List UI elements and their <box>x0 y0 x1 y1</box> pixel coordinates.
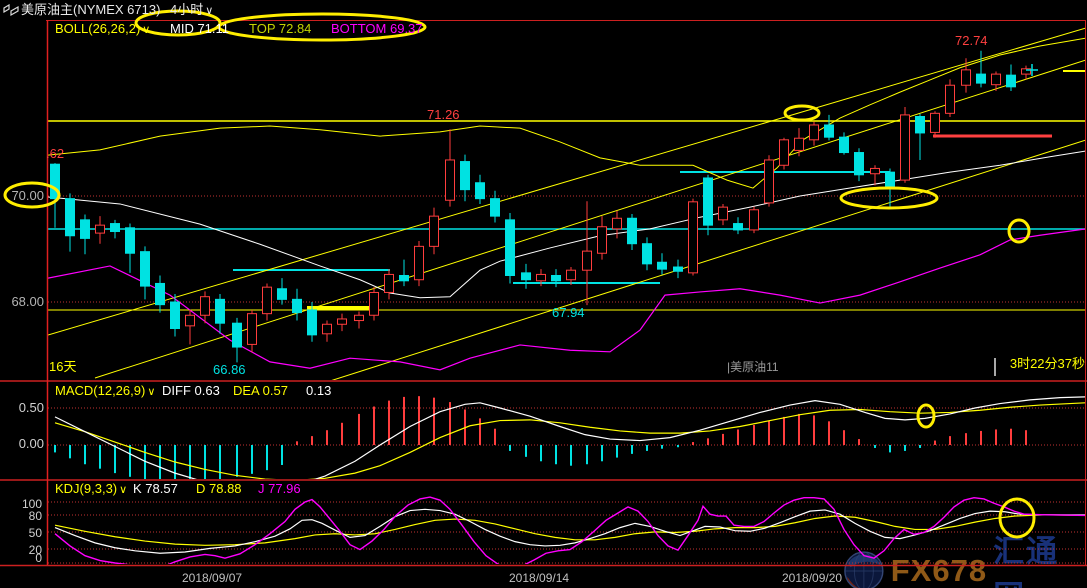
chevron-down-icon: ∨ <box>142 24 151 36</box>
days-tag: 16天 <box>49 359 77 374</box>
swing-high-label-7126: 71.26 <box>427 107 460 122</box>
kdj-axis-label-50: 50 <box>28 526 42 540</box>
date-label-1: 2018/09/07 <box>182 571 243 585</box>
boll-indicator-selector[interactable]: BOLL(26,26,2) ∨ <box>55 21 151 37</box>
boll-top-value: TOP 72.84 <box>249 21 312 36</box>
symbol-window-icon <box>3 4 19 17</box>
date-label-2: 2018/09/14 <box>509 571 570 585</box>
macd-axis-label-050: 0.50 <box>18 400 44 415</box>
kdj-j-value: J 77.96 <box>258 481 301 496</box>
macd-indicator-selector[interactable]: MACD(12,26,9) ∨ <box>55 383 156 399</box>
macd-dea-value: DEA 0.57 <box>233 383 288 398</box>
symbol-tag: |美原油11 <box>727 360 779 374</box>
date-label-3: 2018/09/20 <box>782 571 843 585</box>
first-candle-high-label: .62 <box>46 146 65 161</box>
watermark-site: 汇通网 <box>993 534 1060 588</box>
kdj-k-value: K 78.57 <box>133 481 178 496</box>
boll-mid-value: MID 71.11 <box>170 21 230 36</box>
kdj-axis-label-80: 80 <box>28 509 42 523</box>
bar-countdown: 3时22分37秒 <box>1009 356 1085 371</box>
price-axis-label-68: 68.00 <box>11 294 44 309</box>
macd-axis-label-000: 0.00 <box>18 436 44 451</box>
macd-hist-value: 0.13 <box>306 383 332 398</box>
kdj-axis-label-20: 20 <box>28 543 42 557</box>
watermark-brand: FX678 <box>890 553 988 588</box>
kdj-indicator-selector[interactable]: KDJ(9,3,3) ∨ <box>55 481 128 497</box>
chevron-down-icon: ∨ <box>119 484 128 496</box>
kdj-axis-label-100: 100 <box>21 497 42 511</box>
swing-high-label-7274: 72.74 <box>955 33 988 48</box>
kdj-axis-label-0: 0 <box>35 551 42 565</box>
boll-bottom-value: BOTTOM 69.37 <box>331 21 423 36</box>
swing-low-label-6686: 66.86 <box>213 362 246 377</box>
fx678-watermark: FX678 汇通网 <box>843 526 1087 588</box>
chevron-down-icon: ∨ <box>147 386 156 398</box>
chevron-down-icon: ∨ <box>205 5 214 17</box>
kdj-d-value: D 78.88 <box>196 481 242 496</box>
macd-diff-value: DIFF 0.63 <box>162 383 220 398</box>
swing-low-label-6794: 67.94 <box>552 305 585 320</box>
period-selector[interactable]: 4小时 ∨ <box>170 2 214 18</box>
symbol-title: 美原油主(NYMEX 6713) <box>21 2 161 17</box>
title-bar: 美原油主(NYMEX 6713) 4小时 ∨ <box>0 0 1087 20</box>
price-axis-label-70: 70.00 <box>11 188 44 203</box>
